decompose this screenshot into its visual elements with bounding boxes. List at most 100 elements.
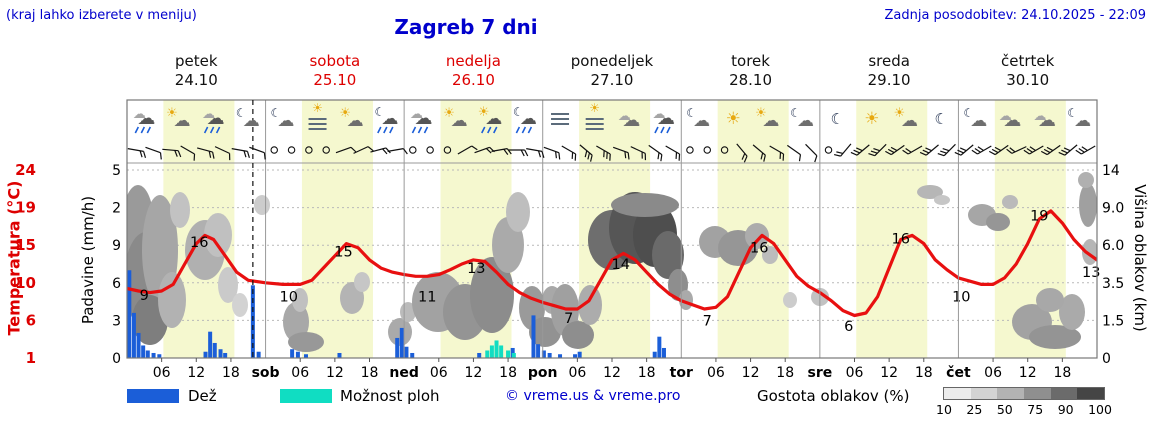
temperature-tick-label: 15	[15, 236, 36, 254]
wind-barb-staff	[1029, 145, 1044, 155]
wind-barb-staff	[353, 146, 369, 154]
moon-icon: ☾	[236, 106, 247, 120]
weather-icon-sun: ☀	[726, 109, 741, 129]
rain-bar	[547, 352, 552, 358]
wind-barb-feather	[977, 146, 984, 152]
shower-bar	[494, 340, 499, 358]
wind-barb-feather	[174, 150, 178, 157]
day-header-4: ponedeljek 27.10	[543, 52, 682, 90]
rain-bar	[136, 332, 141, 358]
wind-barb-staff	[127, 148, 144, 152]
precipitation-tick-label: 2	[112, 201, 121, 217]
shower-bar	[485, 350, 490, 358]
copyright-link[interactable]: © vreme.us & vreme.pro	[505, 388, 681, 404]
wind-barb-staff	[491, 148, 508, 152]
weather-icon-cloud: ☁☁	[618, 109, 641, 131]
cloud-blob	[986, 213, 1010, 231]
wind-barb-feather	[942, 148, 950, 152]
rain-bar	[208, 331, 213, 358]
wind-barb-feather	[971, 149, 978, 155]
rain-bar	[541, 350, 546, 358]
weather-icon-cloud-rain: ☁☁	[202, 107, 225, 134]
cloud-icon: ☁	[520, 109, 537, 129]
weather-icon-moon-cloud: ☾☁	[236, 106, 260, 131]
cloud-blob	[288, 332, 324, 352]
wind-barb-feather	[1029, 146, 1036, 152]
temperature-tick-label: 24	[15, 161, 36, 179]
rain-bar	[404, 346, 409, 358]
wind-barb-icon	[197, 147, 215, 159]
cloud-height-tick-label: 9.0	[1102, 201, 1124, 217]
rain-streak-icon	[417, 126, 423, 134]
last-update-text: Zadnja posodobitev: 24.10.2025 - 22:09	[884, 8, 1146, 23]
temperature-tick-label: 6	[26, 311, 36, 329]
cloud-icon: ☁	[1038, 110, 1056, 131]
cloud-blob	[934, 195, 950, 205]
rain-legend-swatch	[127, 389, 179, 403]
rain-bar	[131, 312, 136, 358]
rain-streak-icon	[487, 126, 492, 134]
weather-icon-cloud-rain: ☁☁	[652, 107, 675, 134]
wind-barb-feather	[856, 147, 863, 152]
cloud-scale-segment	[1050, 388, 1078, 399]
wind-barb-staff	[1081, 145, 1096, 155]
wind-barb-staff	[752, 144, 766, 156]
wind-barb-feather	[208, 151, 212, 158]
wind-barb-icon	[1040, 144, 1061, 156]
wind-barb-feather	[890, 146, 898, 152]
wind-barb-staff	[1046, 144, 1061, 156]
temperature-axis-label: Temperatura (°C)	[4, 180, 24, 336]
calm-wind-icon	[824, 146, 833, 154]
cloud-scale-label: 50	[996, 402, 1013, 417]
cloud-blob	[562, 321, 594, 349]
weather-icon-fog-sun: ☀	[308, 101, 327, 130]
cloud-scale-segment	[1077, 388, 1105, 399]
wind-barb-feather	[814, 155, 818, 163]
precipitation-tick-label: 9	[112, 238, 121, 254]
cloud-height-tick-label: 6.0	[1102, 238, 1124, 254]
wind-barb-staff	[526, 148, 543, 152]
wind-barb-feather	[641, 151, 643, 159]
wind-barb-feather	[798, 154, 802, 162]
wind-barb-staff	[1011, 146, 1027, 154]
cloud-blob	[283, 302, 309, 342]
rain-bar	[477, 352, 482, 358]
wind-barb-icon	[971, 145, 992, 155]
wind-barb-feather	[974, 148, 981, 153]
wind-barb-feather	[741, 153, 746, 160]
day-abbrev-label: sob	[252, 365, 280, 381]
cloud-height-axis-label: Višina oblakov (km)	[1131, 184, 1149, 332]
hour-label: 06	[568, 365, 586, 381]
wind-barb-feather	[571, 152, 574, 159]
wind-barb-staff	[231, 148, 248, 152]
wind-barb-staff	[214, 146, 230, 154]
wind-barb-feather	[994, 146, 1002, 152]
sun-icon: ☀	[443, 106, 455, 121]
calm-wind-icon	[305, 146, 313, 154]
wind-barb-staff	[612, 146, 629, 154]
day-date: 30.10	[1006, 71, 1050, 89]
cloud-blob	[470, 257, 514, 333]
rain-bar	[303, 354, 308, 358]
location-hint: (kraj lahko izberete v meniju)	[6, 8, 197, 23]
cloud-icon: ☁	[999, 109, 1012, 124]
wind-barb-feather	[382, 148, 388, 155]
wind-barb-icon	[612, 146, 630, 160]
temperature-label: 16	[750, 241, 768, 257]
wind-barb-feather	[524, 149, 529, 157]
rain-streak-icon	[521, 126, 527, 134]
wind-barb-feather	[471, 145, 478, 151]
wind-barb-staff	[474, 146, 490, 154]
shower-bar	[511, 352, 516, 358]
weather-icon-moon: ☾	[934, 110, 947, 128]
shower-bar	[506, 350, 511, 358]
rain-bar	[399, 327, 404, 358]
wind-barb-feather	[350, 146, 357, 153]
wind-barb-feather	[589, 155, 593, 162]
wind-barb-icon	[868, 143, 887, 157]
wind-barb-feather	[957, 149, 964, 154]
cloud-scale-label: 75	[1027, 402, 1044, 417]
hour-label: 18	[915, 365, 933, 381]
hour-label: 18	[499, 365, 517, 381]
